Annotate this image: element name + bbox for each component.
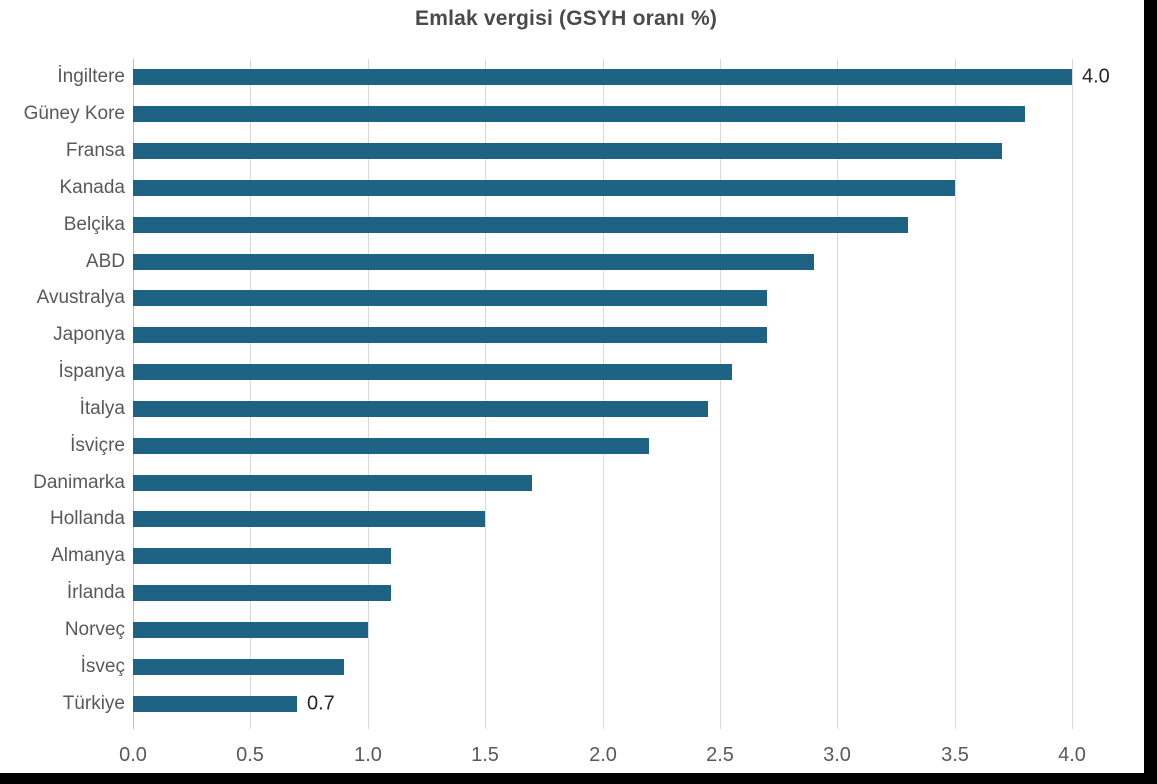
bar <box>133 511 485 527</box>
x-axis-tick <box>368 722 369 729</box>
bar <box>133 254 814 270</box>
bar <box>133 696 297 712</box>
gridline <box>955 59 956 722</box>
x-tick-label: 1.0 <box>354 744 382 766</box>
category-label: İsviçre <box>70 435 125 456</box>
chart-title: Emlak vergisi (GSYH oranı %) <box>414 7 718 30</box>
x-axis-tick <box>837 722 838 729</box>
x-tick-label: 1.5 <box>471 744 499 766</box>
x-tick-label: 0.0 <box>119 744 147 766</box>
gridline <box>250 59 251 722</box>
x-tick-label: 0.5 <box>236 744 264 766</box>
category-label: Fransa <box>65 140 125 161</box>
x-tick-label: 4.0 <box>1058 744 1086 766</box>
bar <box>133 290 767 306</box>
category-label: Danimarka <box>33 472 125 493</box>
bar <box>133 106 1025 122</box>
category-label: Güney Kore <box>23 103 125 124</box>
bar <box>133 622 368 638</box>
bar <box>133 438 649 454</box>
bar <box>133 180 955 196</box>
value-axis: 0.0 0.5 1.0 1.5 2.0 2.5 3.0 3.5 4.0 <box>119 744 1086 772</box>
screenshot-bottom-border <box>0 773 1157 784</box>
gridline <box>485 59 486 722</box>
x-axis-tick <box>603 722 604 729</box>
bar <box>133 659 344 675</box>
x-axis-tick <box>955 722 956 729</box>
x-axis-tick <box>133 722 134 729</box>
y-axis-line <box>133 59 134 722</box>
gridline <box>837 59 838 722</box>
bar <box>133 585 391 601</box>
category-label: İngiltere <box>57 66 125 87</box>
gridline <box>603 59 604 722</box>
category-label: Avustralya <box>36 287 125 308</box>
bar <box>133 69 1072 85</box>
bar <box>133 475 532 491</box>
gridline <box>368 59 369 722</box>
category-label: İrlanda <box>66 582 125 603</box>
category-label: İtalya <box>79 398 125 419</box>
category-axis: İngiltere Güney Kore Fransa Kanada Belçika AB… <box>0 59 125 722</box>
x-axis-tick <box>250 722 251 729</box>
x-tick-label: 2.5 <box>706 744 734 766</box>
bar <box>133 217 908 233</box>
category-label: Belçika <box>63 214 125 235</box>
category-label: Norveç <box>64 619 125 640</box>
gridline <box>720 59 721 722</box>
category-label: Almanya <box>51 545 125 566</box>
bar <box>133 327 767 343</box>
x-axis-tick <box>485 722 486 729</box>
category-label: İsveç <box>80 656 125 677</box>
data-label: 4.0 <box>1082 65 1110 88</box>
x-tick-label: 2.0 <box>589 744 617 766</box>
data-label: 0.7 <box>307 692 335 715</box>
x-axis-tick <box>1072 722 1073 729</box>
x-axis-tick <box>720 722 721 729</box>
bar <box>133 364 732 380</box>
category-label: İspanya <box>58 361 125 382</box>
gridline <box>1072 59 1073 722</box>
category-label: Kanada <box>59 177 125 198</box>
screenshot-right-border <box>1144 0 1157 784</box>
category-label: ABD <box>85 251 125 272</box>
x-tick-label: 3.5 <box>941 744 969 766</box>
x-tick-label: 3.0 <box>823 744 851 766</box>
plot-area: 4.0 0.7 <box>133 59 1110 729</box>
bar <box>133 143 1002 159</box>
category-label: Türkiye <box>62 693 125 714</box>
category-label: Hollanda <box>50 508 125 529</box>
bar <box>133 401 708 417</box>
bar <box>133 548 391 564</box>
category-label: Japonya <box>53 324 125 345</box>
